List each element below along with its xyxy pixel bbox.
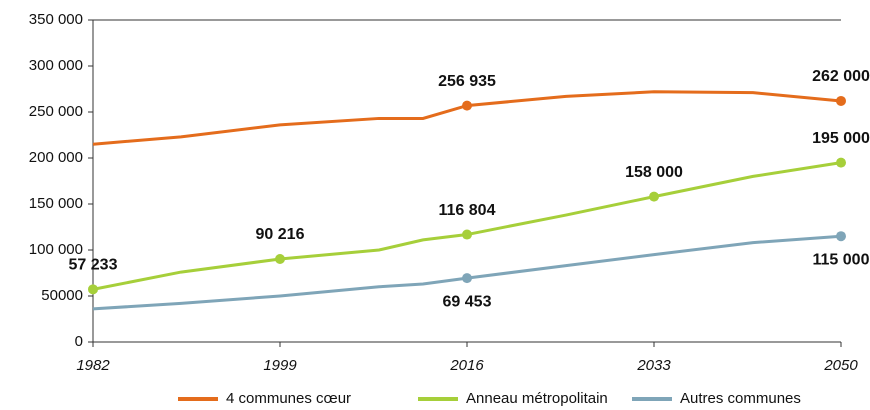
data-label: 69 453 xyxy=(443,293,492,310)
data-label: 90 216 xyxy=(256,226,305,243)
data-point xyxy=(462,273,472,284)
x-tick-label: 1982 xyxy=(76,357,110,374)
y-tick-label: 0 xyxy=(75,333,83,350)
data-point xyxy=(836,231,846,242)
data-point xyxy=(649,191,659,202)
data-point xyxy=(836,95,846,106)
y-tick-label: 100 000 xyxy=(29,241,83,258)
y-tick-label: 350 000 xyxy=(29,11,83,28)
y-tick-label: 150 000 xyxy=(29,195,83,212)
series-line xyxy=(92,161,842,291)
y-tick-label: 300 000 xyxy=(29,57,83,74)
data-point xyxy=(275,254,285,265)
legend-label: 4 communes cœur xyxy=(226,390,351,407)
legend-label: Autres communes xyxy=(680,390,801,407)
legend-label: Anneau métropolitain xyxy=(466,390,608,407)
data-point xyxy=(462,229,472,240)
data-label: 256 935 xyxy=(438,73,496,90)
data-point xyxy=(88,284,98,295)
series-line xyxy=(92,234,842,311)
y-tick-label: 50000 xyxy=(41,287,83,304)
series-line xyxy=(92,90,842,146)
data-label: 195 000 xyxy=(812,130,870,147)
data-point xyxy=(462,100,472,111)
x-tick-label: 2050 xyxy=(823,357,858,374)
data-point xyxy=(836,157,846,168)
y-tick-label: 200 000 xyxy=(29,149,83,166)
data-label: 262 000 xyxy=(812,68,870,85)
x-tick-label: 2016 xyxy=(449,357,484,374)
y-tick-label: 250 000 xyxy=(29,103,83,120)
data-label: 115 000 xyxy=(813,251,870,268)
x-tick-label: 2033 xyxy=(636,357,671,374)
x-tick-label: 1999 xyxy=(263,357,297,374)
data-label: 116 804 xyxy=(439,202,496,219)
data-label: 57 233 xyxy=(69,257,118,274)
data-label: 158 000 xyxy=(625,164,683,181)
